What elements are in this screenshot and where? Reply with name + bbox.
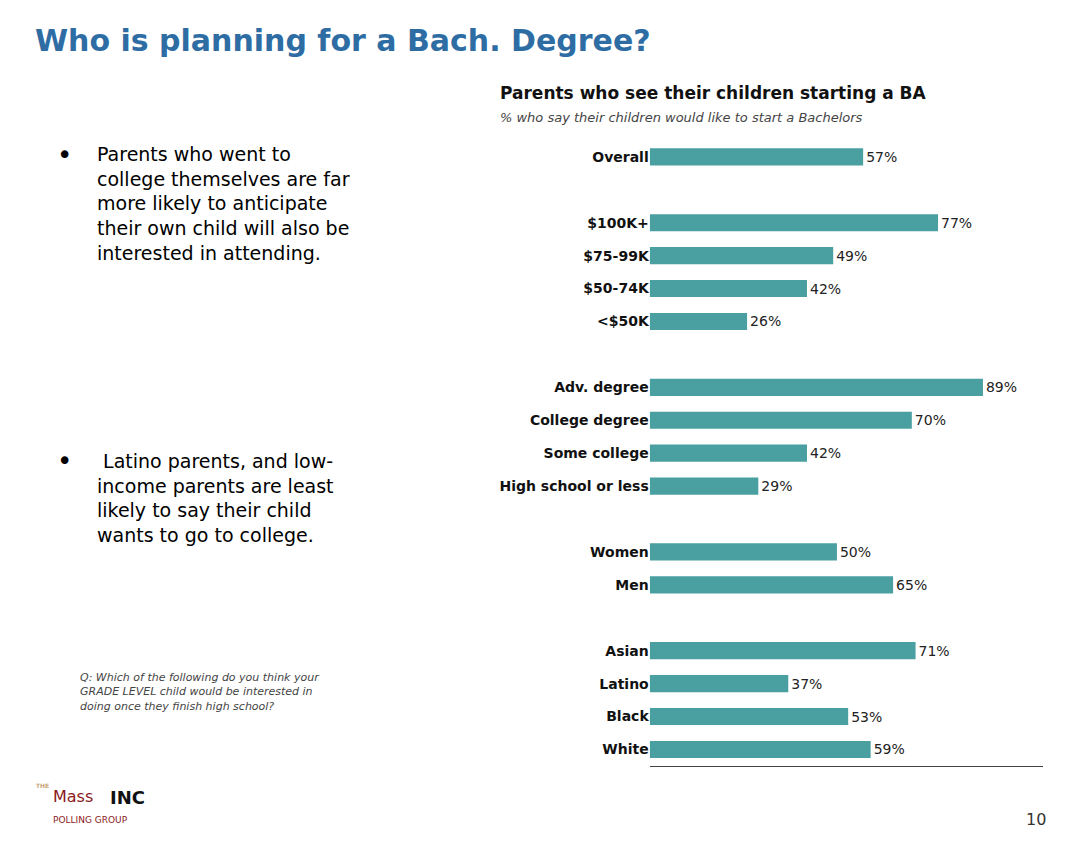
svg-text:Latino: Latino	[599, 675, 649, 691]
svg-text:$50-74K: $50-74K	[583, 280, 650, 296]
svg-text:THE: THE	[36, 782, 49, 789]
svg-text:Mass: Mass	[53, 787, 93, 806]
svg-text:Black: Black	[606, 708, 649, 724]
svg-text:70%: 70%	[915, 412, 946, 428]
svg-text:50%: 50%	[840, 544, 871, 560]
svg-text:Asian: Asian	[605, 643, 648, 659]
svg-text:Some college: Some college	[544, 445, 649, 461]
svg-text:INC: INC	[110, 787, 145, 808]
svg-text:$75-99K: $75-99K	[583, 248, 650, 264]
svg-text:Q: Which of the following do y: Q: Which of the following do you think y…	[80, 671, 320, 713]
svg-text:Latino parents, and low-income: Latino parents, and low-income parents a…	[97, 450, 334, 546]
svg-text:•: •	[57, 446, 72, 476]
svg-text:$100K+: $100K+	[587, 215, 649, 231]
svg-text:White: White	[602, 741, 648, 757]
svg-text:Adv. degree: Adv. degree	[554, 379, 648, 395]
svg-text:High school or less: High school or less	[499, 478, 648, 494]
svg-text:Parents who see their children: Parents who see their children starting …	[500, 83, 927, 103]
svg-text:10: 10	[1026, 810, 1046, 829]
svg-text:POLLING GROUP: POLLING GROUP	[53, 815, 128, 825]
svg-text:53%: 53%	[851, 709, 882, 725]
svg-text:Overall: Overall	[592, 149, 648, 165]
svg-text:57%: 57%	[866, 149, 897, 165]
svg-text:65%: 65%	[896, 577, 927, 593]
svg-text:College degree: College degree	[530, 412, 649, 428]
svg-text:Who is planning for a Bach. De: Who is planning for a Bach. Degree?	[35, 23, 651, 58]
svg-text:89%: 89%	[986, 379, 1017, 395]
svg-text:<$50K: <$50K	[597, 313, 650, 329]
svg-text:71%: 71%	[919, 643, 950, 659]
svg-text:42%: 42%	[810, 445, 841, 461]
svg-text:37%: 37%	[791, 676, 822, 692]
svg-text:Men: Men	[615, 577, 648, 593]
svg-text:% who say their children would: % who say their children would like to s…	[500, 110, 863, 125]
svg-text:Parents who went tocollege the: Parents who went tocollege themselves ar…	[97, 143, 350, 264]
svg-text:77%: 77%	[941, 215, 972, 231]
svg-text:59%: 59%	[874, 741, 905, 757]
svg-text:26%: 26%	[750, 313, 781, 329]
svg-text:Women: Women	[590, 544, 649, 560]
svg-text:49%: 49%	[836, 248, 867, 264]
svg-text:•: •	[57, 140, 72, 170]
svg-text:29%: 29%	[761, 478, 792, 494]
svg-text:42%: 42%	[810, 281, 841, 297]
